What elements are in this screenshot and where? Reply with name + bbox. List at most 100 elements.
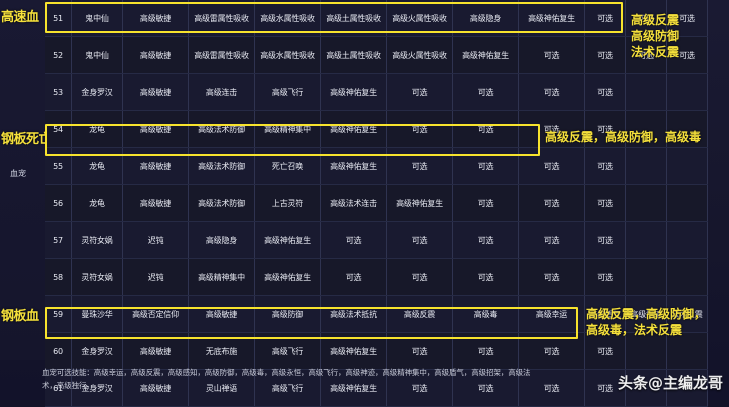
skill-cell: 高级法术防御	[188, 184, 255, 222]
empty-cell	[666, 147, 708, 185]
skill-cell: 高级幸运	[518, 295, 585, 333]
skill-cell: 可选	[452, 221, 519, 259]
skill-cell: 高级神佑复生	[320, 110, 387, 148]
pet-name-cell: 曼珠沙华	[71, 295, 123, 333]
skill-cell: 高级敏捷	[122, 184, 189, 222]
skill-cell: 高级敏捷	[122, 110, 189, 148]
empty-cell	[625, 221, 667, 259]
skill-cell: 可选	[584, 258, 626, 296]
row-index-cell: 60	[45, 332, 72, 370]
skill-cell: 高级神佑复生	[320, 73, 387, 111]
skill-cell: 高级飞行	[254, 73, 321, 111]
skill-cell: 可选	[386, 73, 453, 111]
empty-cell	[625, 332, 667, 370]
skill-cell: 可选	[625, 36, 667, 74]
table-row: 56 龙龟 高级敏捷 高级法术防御 上古灵符 高级法术连击 高级神佑复生 可选 可选 可选	[45, 184, 708, 222]
skill-cell: 可选	[452, 184, 519, 222]
pet-name-cell: 金身罗汉	[71, 332, 123, 370]
skill-cell: 高级水属性吸收	[254, 0, 321, 37]
skill-cell: 高级盾气	[584, 295, 626, 333]
skill-cell: 可选	[386, 332, 453, 370]
skill-cell: 可选	[452, 73, 519, 111]
skill-cell: 高级法术抵抗	[320, 295, 387, 333]
annotation-line: 高级毒，法术反震	[586, 323, 683, 337]
skill-cell: 高级火属性吸收	[386, 36, 453, 74]
annot-top: 高级反震 高级防御 法术反震	[631, 12, 679, 60]
table-row: 52 鬼中仙 高级敏捷 高级雷属性吸收 高级水属性吸收 高级土属性吸收 高级火属性吸收 高级神…	[45, 36, 708, 74]
table-row: 54 龙龟 高级敏捷 高级法术防御 高级精神集中 高级神佑复生 可选 可选 可选 可选	[45, 110, 708, 148]
skill-cell: 高级神佑复生	[452, 36, 519, 74]
skill-cell: 可选	[584, 221, 626, 259]
pet-name-cell: 金身罗汉	[71, 73, 123, 111]
empty-cell	[666, 258, 708, 296]
skill-cell: 高级火属性吸收	[386, 0, 453, 37]
skill-cell: 可选	[518, 184, 585, 222]
skill-cell: 高级敏捷	[188, 295, 255, 333]
watermark-text: @主编龙哥	[647, 374, 723, 392]
skill-cell: 高级神佑复生	[254, 221, 321, 259]
footer-note: 血宠可选技能：高级幸运，高级反震，高级感知，高级防御，高级毒，高级永恒，高级飞行…	[42, 366, 702, 392]
skill-cell: 可选	[518, 73, 585, 111]
skill-cell: 高级法术防御	[188, 147, 255, 185]
empty-cell	[666, 184, 708, 222]
skill-cell: 迟钝	[122, 258, 189, 296]
skill-cell: 高级反震	[386, 295, 453, 333]
skill-cell: 高级神佑复生	[254, 258, 321, 296]
skill-cell: 可选	[584, 36, 626, 74]
skill-cell: 高级飞行	[254, 332, 321, 370]
row-index-cell: 52	[45, 36, 72, 74]
annotation-line: 高级反震，高级防御，	[586, 307, 707, 321]
skill-cell: 高级法术防御	[188, 110, 255, 148]
gutter-label-high-speed-blood: 高速血	[1, 10, 39, 25]
skill-cell: 可选	[518, 258, 585, 296]
skill-cell: 高级敏捷	[122, 147, 189, 185]
skill-cell: 高级雷属性吸收	[188, 0, 255, 37]
watermark-badge: 头条	[617, 374, 648, 392]
skill-cell: 可选	[625, 0, 667, 37]
skill-cell: 可选	[518, 332, 585, 370]
table-row: 60 金身罗汉 高级敏捷 无底布施 高级飞行 高级神佑复生 可选 可选 可选 可选	[45, 332, 708, 370]
table-row: 51 鬼中仙 高级敏捷 高级雷属性吸收 高级水属性吸收 高级土属性吸收 高级火属性吸收 高级隐…	[45, 0, 708, 37]
skill-cell: 高级敏捷	[122, 0, 189, 37]
skill-cell: 高级隐身	[188, 221, 255, 259]
annot-middle: 高级反震，高级防御，高级毒	[545, 129, 701, 145]
skill-cell: 高级敏捷	[122, 36, 189, 74]
skill-cell: 可选	[452, 110, 519, 148]
skill-cell: 可选	[666, 0, 708, 37]
pet-name-cell: 鬼中仙	[71, 0, 123, 37]
empty-cell	[666, 110, 708, 148]
annotation-line: 高级防御	[631, 29, 680, 43]
empty-cell	[625, 110, 667, 148]
skill-cell: 高级敏捷	[122, 332, 189, 370]
empty-cell	[625, 184, 667, 222]
empty-cell	[625, 258, 667, 296]
pet-name-cell: 鬼中仙	[71, 36, 123, 74]
gutter-label-steel-death: 钢板死亡	[1, 132, 52, 147]
skill-cell: 高级精神集中	[254, 110, 321, 148]
pet-name-cell: 龙龟	[71, 110, 123, 148]
skill-cell: 可选	[320, 221, 387, 259]
skill-cell: 高级防御	[254, 295, 321, 333]
footer-line-2: 术，高级独行。	[42, 381, 94, 390]
skill-cell: 可选	[518, 147, 585, 185]
table-row: 59 曼珠沙华 高级否定信仰 高级敏捷 高级防御 高级法术抵抗 高级反震 高级毒 高级幸运 高级盾…	[45, 295, 708, 333]
skill-cell: 高级法术连击	[320, 184, 387, 222]
skill-cell: 可选	[386, 258, 453, 296]
table-row: 58 灵符女娲 迟钝 高级精神集中 高级神佑复生 可选 可选 可选 可选 可选	[45, 258, 708, 296]
annotation-line: 法术反震	[631, 45, 680, 59]
skill-table: 51 鬼中仙 高级敏捷 高级雷属性吸收 高级水属性吸收 高级土属性吸收 高级火属性吸收 高级隐…	[45, 0, 708, 407]
left-gutter: 高速血 钢板死亡 钢板血 血宠	[0, 0, 52, 360]
watermark: 头条@主编龙哥	[618, 372, 723, 393]
skill-cell: 法术反震	[666, 295, 708, 333]
skill-cell: 可选	[584, 0, 626, 37]
skill-cell: 可选	[666, 36, 708, 74]
skill-cell: 高级毒	[452, 295, 519, 333]
skill-cell: 可选	[584, 110, 626, 148]
skill-cell: 可选	[386, 147, 453, 185]
skill-cell: 高级隐身	[452, 0, 519, 37]
empty-cell	[625, 147, 667, 185]
table-row: 55 龙龟 高级敏捷 高级法术防御 死亡召唤 高级神佑复生 可选 可选 可选 可选	[45, 147, 708, 185]
row-index-cell: 59	[45, 295, 72, 333]
skill-cell: 高级神佑复生	[320, 147, 387, 185]
skill-cell: 可选	[386, 221, 453, 259]
